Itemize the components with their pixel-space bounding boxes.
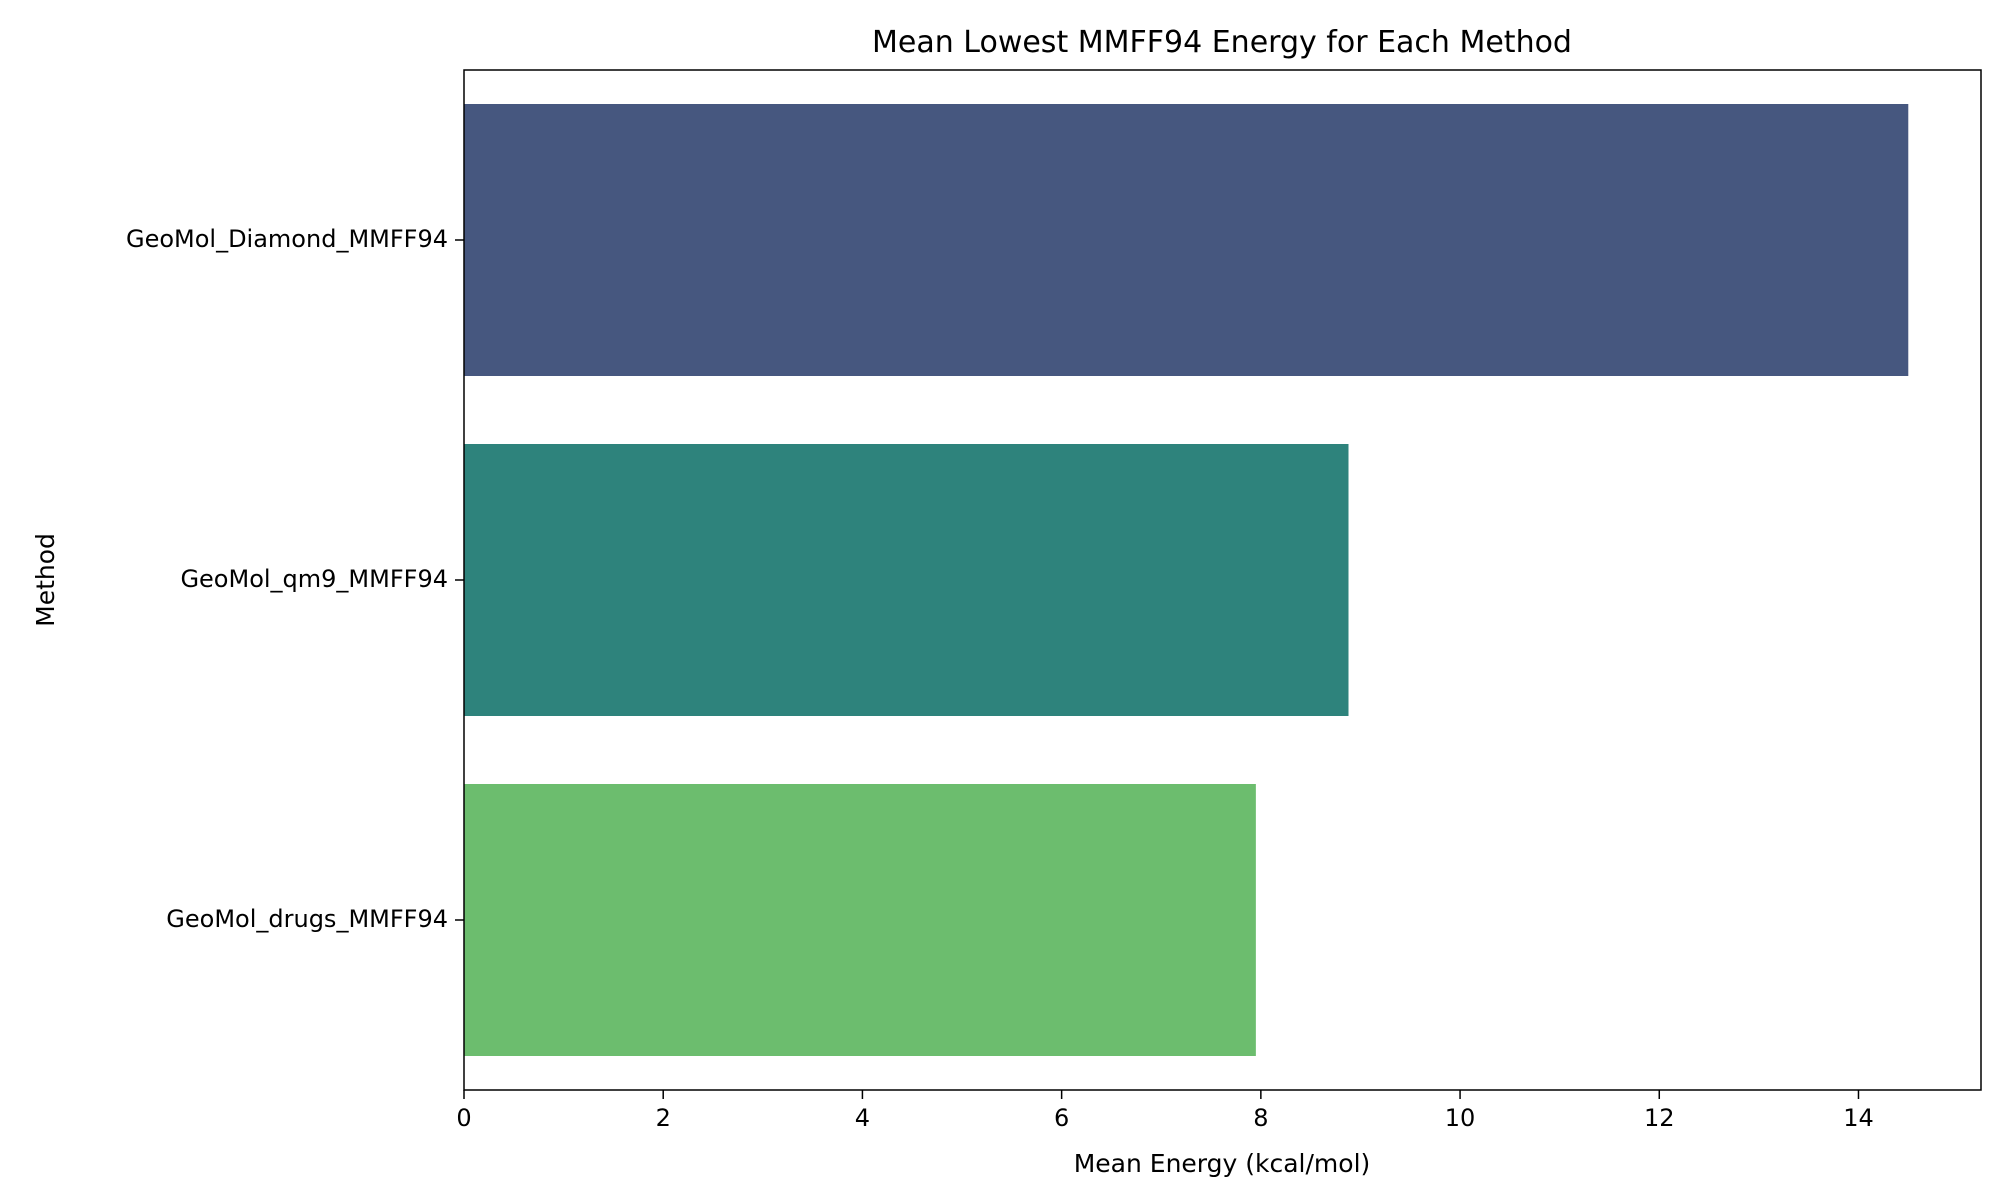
x-tick-label: 12	[1644, 1104, 1675, 1132]
y-tick-label: GeoMol_Diamond_MMFF94	[126, 225, 448, 253]
x-tick-label: 0	[456, 1104, 471, 1132]
x-axis-ticks: 0 2 4 6 8 10 12 14	[456, 1090, 1874, 1132]
y-tick-label: GeoMol_drugs_MMFF94	[166, 905, 448, 933]
x-tick-label: 6	[1054, 1104, 1069, 1132]
x-axis-label: Mean Energy (kcal/mol)	[1074, 1149, 1371, 1178]
y-tick-label: GeoMol_qm9_MMFF94	[180, 565, 448, 593]
bar-2	[464, 444, 1349, 716]
y-axis-ticks: GeoMol_Diamond_MMFF94 GeoMol_qm9_MMFF94 Ge…	[126, 225, 464, 933]
x-tick-label: 4	[855, 1104, 870, 1132]
chart-title: Mean Lowest MMFF94 Energy for Each Metho…	[872, 25, 1572, 60]
x-tick-label: 14	[1843, 1104, 1874, 1132]
y-axis-label: Method	[31, 533, 60, 627]
bar-1	[464, 104, 1909, 376]
x-tick-label: 8	[1253, 1104, 1268, 1132]
x-tick-label: 10	[1445, 1104, 1476, 1132]
bar-3	[464, 784, 1256, 1056]
x-tick-label: 2	[656, 1104, 671, 1132]
plot-frame	[463, 69, 1982, 1091]
bars-group	[464, 104, 1909, 1056]
